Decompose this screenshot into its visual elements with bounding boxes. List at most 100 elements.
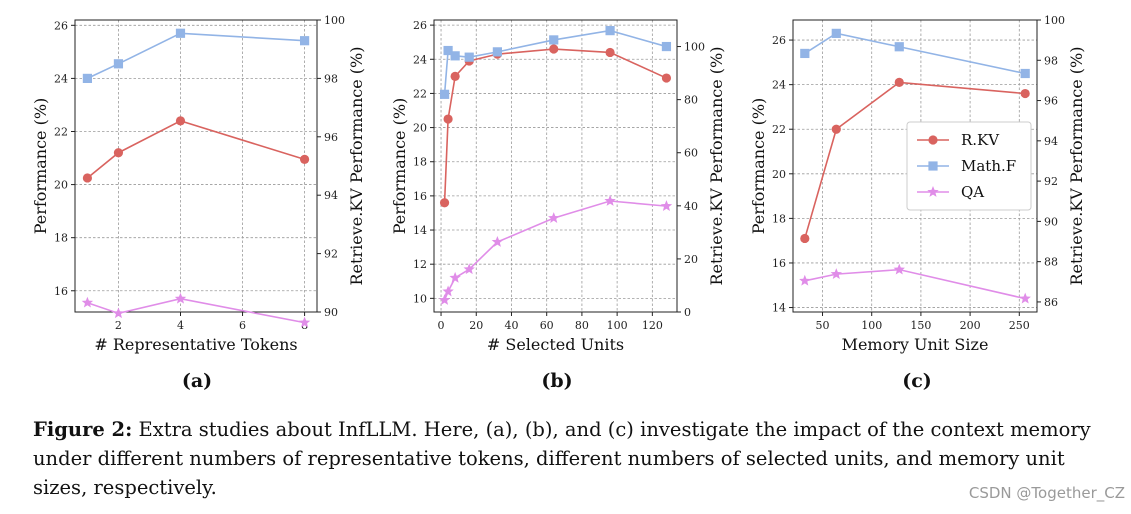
y2-tick-label: 96 [324,131,338,144]
y2-tick-label: 90 [324,306,338,319]
y-tick-label: 16 [772,257,786,270]
y-tick-label: 14 [772,302,786,315]
legend-label-mathf: Math.F [961,157,1016,175]
y2-tick-label: 90 [1044,215,1058,228]
y-axis-label: Performance (%) [31,98,50,235]
plot-frame [74,19,318,313]
data-point-rkv [82,173,93,183]
plot-frame [433,19,678,313]
data-point-qa [604,195,616,206]
x-axis-label: # Representative Tokens [94,335,297,354]
data-point-qa [463,263,475,275]
y-tick-label: 20 [413,122,427,135]
series-mathf [82,28,310,83]
series-line-qa [804,268,1026,300]
y-tick-label: 18 [54,232,68,245]
y2-tick-label: 80 [684,94,698,107]
y-tick-label: 26 [772,34,786,47]
x-tick-label: 80 [575,319,589,332]
x-tick-label: 60 [540,319,554,332]
data-point-qa [442,285,454,297]
chart-c: 50 100 150 200 250 14 16 18 20 22 24 26 86 88 90 92 94 96… [749,14,1086,354]
data-point-mathf [464,52,474,62]
x-tick-label: 120 [642,319,663,332]
panel-label-c: (c) [902,370,932,392]
series-rkv [82,116,310,183]
data-point-rkv [605,47,615,58]
data-point-rkv [175,116,186,126]
data-point-qa [298,316,311,328]
data-point-qa [112,307,125,319]
x-tick-label: 250 [1009,319,1030,332]
data-point-rkv [894,77,904,88]
y2-tick-label: 20 [684,253,698,266]
y-tick-label: 26 [54,19,68,32]
chart-legend: R.KV Math.F QA [906,121,1032,211]
y-tick-label: 18 [413,156,427,169]
data-point-mathf [443,45,453,56]
data-point-qa [81,296,94,308]
y2-tick-label: 98 [324,72,338,85]
series-line-rkv [804,81,1026,239]
series-line-mathf [87,32,305,80]
series-rkv [439,44,672,208]
series-mathf [800,28,1030,79]
y-tick-label: 22 [413,87,427,100]
y2-tick-label: 88 [1044,256,1058,269]
data-point-mathf [831,28,841,38]
y2-tick-label: 94 [1044,135,1058,148]
y2-tick-label: 86 [1044,296,1058,309]
legend-marker-mathf [928,161,938,171]
y-tick-label: 16 [54,285,68,298]
panel-label-b: (b) [541,370,573,392]
y2-axis-label: Retrieve.KV Performance (%) [1067,47,1086,286]
series-mathf [439,26,672,99]
data-point-mathf [549,35,559,45]
data-point-mathf [1020,68,1030,79]
x-axis-label: # Selected Units [487,335,624,354]
x-tick-label: 150 [910,319,931,332]
data-point-qa [799,274,811,286]
data-point-mathf [450,51,460,61]
x-tick-label: 8 [301,319,308,332]
figure-caption: Figure 2: Extra studies about InfLLM. He… [33,415,1103,502]
y-tick-label: 22 [772,123,786,136]
y-tick-label: 12 [413,258,427,271]
data-point-rkv [1020,88,1030,99]
data-point-qa [174,292,187,304]
x-tick-label: 100 [861,319,882,332]
data-point-rkv [800,233,810,244]
y2-tick-label: 100 [1044,14,1065,27]
data-point-mathf [113,59,124,69]
data-point-mathf [800,48,810,59]
y-tick-label: 20 [772,168,786,181]
legend-marker-rkv [928,135,938,145]
x-tick-label: 0 [438,319,445,332]
series-qa [438,195,673,305]
x-tick-label: 20 [469,319,483,332]
legend-label-rkv: R.KV [961,131,1000,149]
series-line-rkv [86,120,305,179]
y-tick-label: 20 [54,179,68,192]
data-point-rkv [450,71,460,81]
data-point-qa [438,294,451,305]
data-point-qa [491,235,504,247]
data-point-rkv [443,114,453,124]
data-point-rkv [439,198,450,208]
series-line-qa [87,297,305,324]
data-point-qa [660,200,673,211]
x-axis-label: Memory Unit Size [842,335,989,354]
y2-tick-label: 60 [684,147,698,160]
data-point-qa [830,268,842,279]
y-tick-label: 14 [413,224,427,237]
y-tick-label: 10 [413,292,427,305]
series-qa [81,292,311,328]
y-tick-label: 24 [772,79,786,92]
data-point-mathf [605,26,615,36]
watermark: CSDN @Together_CZ [968,484,1125,502]
data-point-rkv [831,124,841,134]
data-point-mathf [492,47,502,57]
x-tick-label: 4 [177,319,184,332]
x-tick-label: 6 [239,319,246,332]
